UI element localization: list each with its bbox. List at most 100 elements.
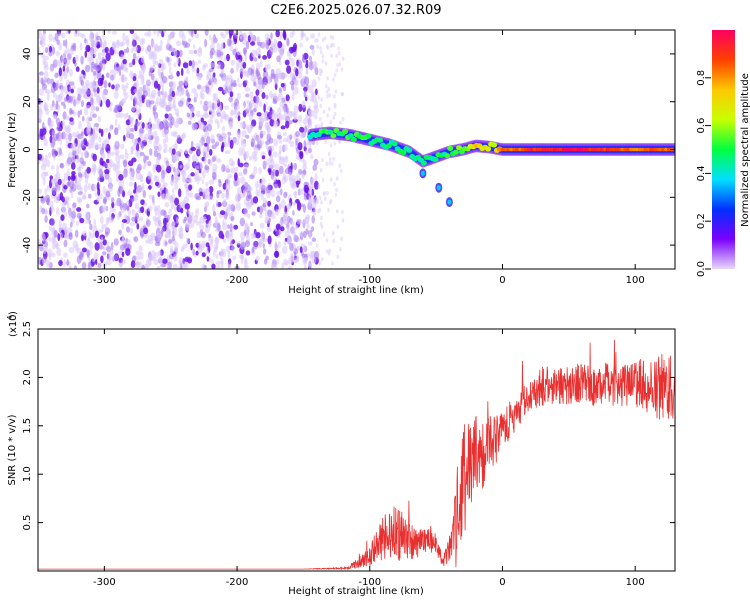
noise-speckle — [188, 184, 193, 191]
noise-speckle — [59, 191, 64, 201]
noise-speckle — [310, 33, 316, 39]
noise-speckle — [73, 30, 78, 38]
noise-speckle — [261, 92, 266, 99]
noise-speckle — [239, 176, 246, 185]
noise-speckle — [225, 164, 230, 173]
noise-speckle — [269, 90, 273, 99]
noise-speckle — [77, 93, 81, 101]
noise-speckle — [263, 248, 267, 255]
noise-speckle — [293, 191, 297, 196]
noise-speckle — [339, 169, 343, 174]
noise-speckle — [253, 57, 258, 62]
noise-speckle — [73, 265, 77, 269]
snr-x-label: Height of straight line (km) — [288, 586, 424, 597]
noise-speckle — [121, 83, 125, 91]
noise-speckle — [86, 166, 91, 174]
noise-speckle — [225, 86, 228, 94]
noise-speckle — [106, 72, 110, 78]
noise-speckle — [308, 197, 313, 205]
noise-speckle — [209, 104, 213, 113]
noise-speckle — [81, 69, 85, 75]
noise-speckle — [98, 193, 104, 200]
noise-speckle — [288, 202, 292, 210]
noise-speckle — [229, 110, 234, 117]
noise-speckle — [283, 131, 287, 136]
noise-speckle — [74, 244, 79, 253]
noise-speckle — [180, 207, 184, 214]
noise-speckle — [317, 209, 320, 214]
noise-speckle — [211, 144, 217, 150]
noise-speckle — [272, 151, 278, 158]
noise-speckle — [62, 39, 66, 47]
noise-speckle — [44, 215, 48, 223]
noise-speckle — [134, 212, 139, 220]
noise-speckle — [298, 188, 304, 196]
noise-speckle — [147, 160, 152, 167]
noise-speckle — [231, 82, 237, 88]
noise-speckle — [218, 105, 222, 114]
noise-speckle — [245, 40, 250, 50]
noise-speckle — [223, 56, 227, 61]
noise-speckle — [212, 203, 216, 213]
noise-speckle — [168, 146, 173, 152]
noise-speckle — [63, 85, 68, 94]
noise-speckle — [69, 117, 74, 122]
noise-speckle — [216, 49, 222, 58]
noise-speckle — [278, 201, 282, 211]
noise-speckle — [38, 188, 42, 195]
noise-speckle — [106, 161, 112, 171]
noise-speckle — [179, 164, 183, 169]
noise-speckle — [276, 259, 279, 265]
noise-speckle — [275, 96, 280, 102]
noise-speckle — [84, 50, 88, 58]
noise-speckle — [89, 92, 94, 100]
noise-speckle — [121, 251, 125, 258]
noise-speckle — [99, 215, 104, 225]
ridge-tail-core — [420, 170, 425, 176]
noise-speckle — [184, 148, 188, 155]
noise-speckle — [73, 42, 77, 52]
noise-speckle — [172, 143, 178, 149]
noise-speckle — [69, 81, 75, 86]
noise-speckle — [81, 234, 85, 242]
noise-speckle — [239, 217, 246, 227]
noise-speckle — [288, 171, 293, 181]
noise-speckle — [147, 205, 153, 212]
noise-speckle — [293, 235, 299, 243]
noise-speckle — [312, 164, 318, 171]
noise-speckle — [119, 263, 123, 268]
noise-speckle — [40, 51, 45, 59]
noise-speckle — [121, 234, 125, 243]
noise-speckle — [296, 219, 302, 225]
noise-speckle — [162, 258, 168, 265]
ridge-tail-core — [436, 185, 441, 191]
noise-speckle — [64, 211, 68, 217]
noise-speckle — [265, 255, 269, 261]
noise-speckle — [320, 215, 323, 221]
noise-speckle — [80, 55, 84, 65]
noise-speckle — [120, 74, 126, 83]
noise-speckle — [171, 81, 176, 91]
noise-speckle — [203, 151, 206, 159]
noise-speckle — [246, 125, 253, 134]
noise-speckle — [101, 90, 105, 100]
noise-speckle — [308, 84, 314, 94]
noise-speckle — [211, 156, 216, 162]
noise-speckle — [77, 191, 83, 196]
noise-speckle — [332, 77, 335, 82]
noise-speckle — [277, 46, 284, 54]
noise-speckle — [149, 51, 155, 60]
noise-speckle — [236, 77, 240, 83]
noise-speckle — [157, 89, 161, 97]
noise-speckle — [280, 226, 285, 232]
noise-speckle — [51, 187, 57, 195]
noise-speckle — [120, 54, 125, 59]
noise-speckle — [164, 119, 168, 126]
noise-speckle — [236, 186, 243, 196]
noise-speckle — [261, 155, 266, 160]
noise-speckle — [151, 123, 157, 130]
noise-speckle — [111, 84, 115, 90]
noise-speckle — [66, 156, 72, 165]
noise-speckle — [185, 188, 189, 197]
noise-speckle — [272, 92, 277, 98]
